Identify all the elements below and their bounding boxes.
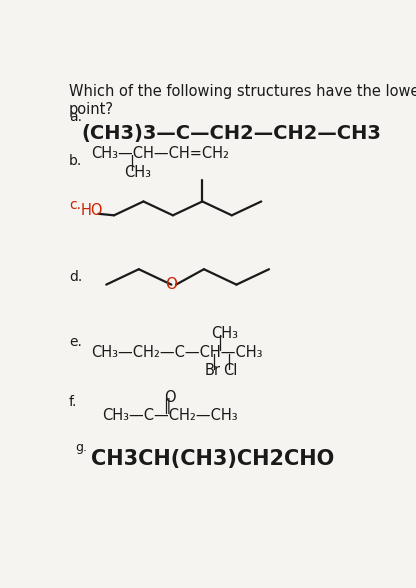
Text: f.: f. <box>69 395 77 409</box>
Text: (CH3)3—C—CH2—CH2—CH3: (CH3)3—C—CH2—CH2—CH3 <box>82 124 381 143</box>
Text: O: O <box>165 277 177 292</box>
Text: Br: Br <box>205 363 220 378</box>
Text: Cl: Cl <box>223 363 238 378</box>
Text: O: O <box>164 389 176 405</box>
Text: |: | <box>210 353 216 370</box>
Text: CH₃—CH—CH=CH₂: CH₃—CH—CH=CH₂ <box>91 146 229 161</box>
Text: HO: HO <box>81 203 103 218</box>
Text: |: | <box>217 335 222 351</box>
Text: CH3CH(CH3)CH2CHO: CH3CH(CH3)CH2CHO <box>91 449 334 469</box>
Text: CH₃—CH₂—C—CH—CH₃: CH₃—CH₂—C—CH—CH₃ <box>91 345 262 360</box>
Text: |: | <box>129 155 134 171</box>
Text: CH₃—C—CH₂—CH₃: CH₃—C—CH₂—CH₃ <box>102 408 238 423</box>
Text: e.: e. <box>69 335 82 349</box>
Text: CH₃: CH₃ <box>211 326 238 342</box>
Text: |: | <box>226 353 231 370</box>
Text: c.: c. <box>69 198 81 212</box>
Text: b.: b. <box>69 155 82 168</box>
Text: a.: a. <box>69 110 82 123</box>
Text: g.: g. <box>75 442 87 455</box>
Text: Which of the following structures have the lowest boiling
point?: Which of the following structures have t… <box>69 85 416 117</box>
Text: ‖: ‖ <box>163 398 170 415</box>
Text: CH₃: CH₃ <box>124 165 151 180</box>
Text: d.: d. <box>69 270 82 284</box>
